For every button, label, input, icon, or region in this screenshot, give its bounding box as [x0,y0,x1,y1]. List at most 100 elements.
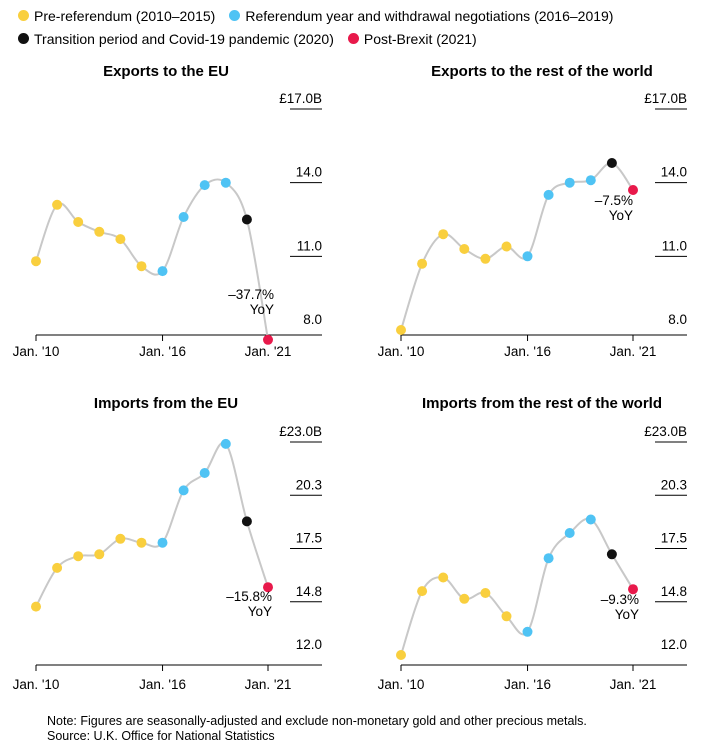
legend-dot-transition [18,33,29,44]
data-point-2018 [199,180,210,191]
data-point-2011 [417,586,428,597]
legend-item-post-brexit: Post-Brexit (2021) [347,31,477,47]
legend-label-pre-referendum: Pre-referendum (2010–2015) [34,7,216,24]
y-tick-label: 11.0 [662,238,687,253]
y-tick-label: 14.0 [296,165,322,180]
panel-title-exports-eu: Exports to the EU [103,63,229,80]
data-point-2018 [564,177,575,188]
y-tick-label: 12.0 [296,637,322,652]
chart-imports-row: £23.0B 20.3 17.5 14.8 12.0 Jan. '10 Jan. '16 Ja… [378,424,687,692]
data-point-2015 [501,241,512,252]
y-tick: 14.0 [655,165,687,184]
y-tick-label: 14.8 [296,584,322,599]
footnote: Note: Figures are seasonally-adjusted an… [47,714,587,728]
chart-exports-eu: £17.0B 14.0 11.0 8.0 Jan. '10 Jan. '16 Jan. '2… [13,91,322,359]
data-point-2017 [178,485,189,496]
legend-dot-pre-referendum [18,10,29,21]
x-tick-label: Jan. '10 [378,677,425,692]
data-point-2012 [438,229,449,240]
y-tick: £23.0B [279,424,322,443]
y-tick-label: £23.0B [279,424,322,439]
y-tick: 14.8 [655,584,687,603]
data-point-2021 [628,584,638,595]
legend: Pre-referendum (2010–2015) Referendum ye… [18,4,718,50]
data-point-2011 [417,258,428,269]
y-tick-label: 11.0 [297,238,322,253]
y-tick-label: 8.0 [303,312,322,327]
legend-row-2: Transition period and Covid-19 pandemic … [18,27,718,50]
data-point-2021 [263,334,273,345]
data-point-2019 [585,514,596,525]
series-line [35,441,269,608]
data-point-2012 [438,572,449,583]
legend-label-referendum: Referendum year and withdrawal negotiati… [245,7,614,24]
data-point-2011 [52,199,63,210]
y-tick: 20.3 [655,477,687,496]
panel-title-imports-row: Imports from the rest of the world [421,395,662,412]
data-point-2014 [115,234,126,245]
y-tick-label: 12.0 [661,637,687,652]
data-point-2020 [241,516,252,527]
data-point-2020 [241,214,252,225]
y-tick-label: 8.0 [668,312,687,327]
data-point-2017 [178,212,189,222]
panel-title-imports-eu: Imports from the EU [93,395,239,412]
source: Source: U.K. Office for National Statist… [47,729,275,743]
x-tick-label: Jan. '16 [139,344,186,359]
yoy-annotation: –15.8% [226,589,272,604]
data-point-2014 [480,588,491,598]
data-point-2017 [543,553,554,564]
y-tick: 8.0 [668,312,687,327]
data-point-2012 [73,217,84,227]
y-tick: 12.0 [661,637,687,652]
x-tick-label: Jan. '10 [378,344,425,359]
chart-imports-eu: £23.0B 20.3 17.5 14.8 12.0 Jan. '10 Jan. '16 Ja… [13,424,322,692]
x-tick-label: Jan. '16 [504,677,551,692]
y-tick: 11.0 [290,238,322,257]
yoy-annotation: YoY [250,302,274,317]
y-tick-label: 14.8 [661,584,687,599]
data-point-2016 [522,251,533,262]
y-tick: 11.0 [655,238,687,257]
yoy-annotation: YoY [248,604,272,619]
yoy-annotation: YoY [615,607,639,622]
series-line [400,161,634,331]
data-point-2016 [157,266,168,277]
x-tick-label: Jan. '10 [13,344,60,359]
y-tick-label: £23.0B [644,424,687,439]
data-point-2019 [585,175,596,186]
x-tick-label: Jan. '21 [245,344,292,359]
legend-row-1: Pre-referendum (2010–2015) Referendum ye… [18,4,718,27]
y-tick: 14.0 [290,165,322,184]
y-tick-label: 14.0 [661,165,687,180]
data-point-2011 [52,562,63,573]
y-tick-label: 20.3 [296,477,322,492]
yoy-annotation: –9.3% [601,592,639,607]
data-point-2012 [73,551,84,562]
data-point-2014 [480,253,491,264]
legend-label-transition: Transition period and Covid-19 pandemic … [34,30,334,47]
y-tick-label: £17.0B [644,91,687,106]
data-point-2018 [199,468,210,478]
data-point-2014 [115,533,126,544]
data-point-2020 [606,158,617,168]
legend-item-referendum: Referendum year and withdrawal negotiati… [229,8,613,24]
legend-dot-post-brexit [347,33,359,44]
series-line [400,517,634,656]
data-point-2019 [220,438,231,449]
x-tick-label: Jan. '16 [139,677,186,692]
y-tick: 8.0 [303,312,322,327]
data-point-2013 [459,593,470,604]
data-point-2010 [31,256,41,267]
y-tick-label: 17.5 [296,531,322,546]
legend-item-pre-referendum: Pre-referendum (2010–2015) [18,8,215,24]
data-point-2016 [157,537,168,548]
data-point-2017 [543,189,554,200]
y-tick: £17.0B [644,91,687,110]
y-tick: 12.0 [296,637,322,652]
yoy-annotation: –37.7% [228,287,274,302]
data-point-2021 [263,582,273,593]
y-tick: 17.5 [655,531,687,549]
yoy-annotation: YoY [609,208,633,223]
x-tick-label: Jan. '21 [245,677,292,692]
